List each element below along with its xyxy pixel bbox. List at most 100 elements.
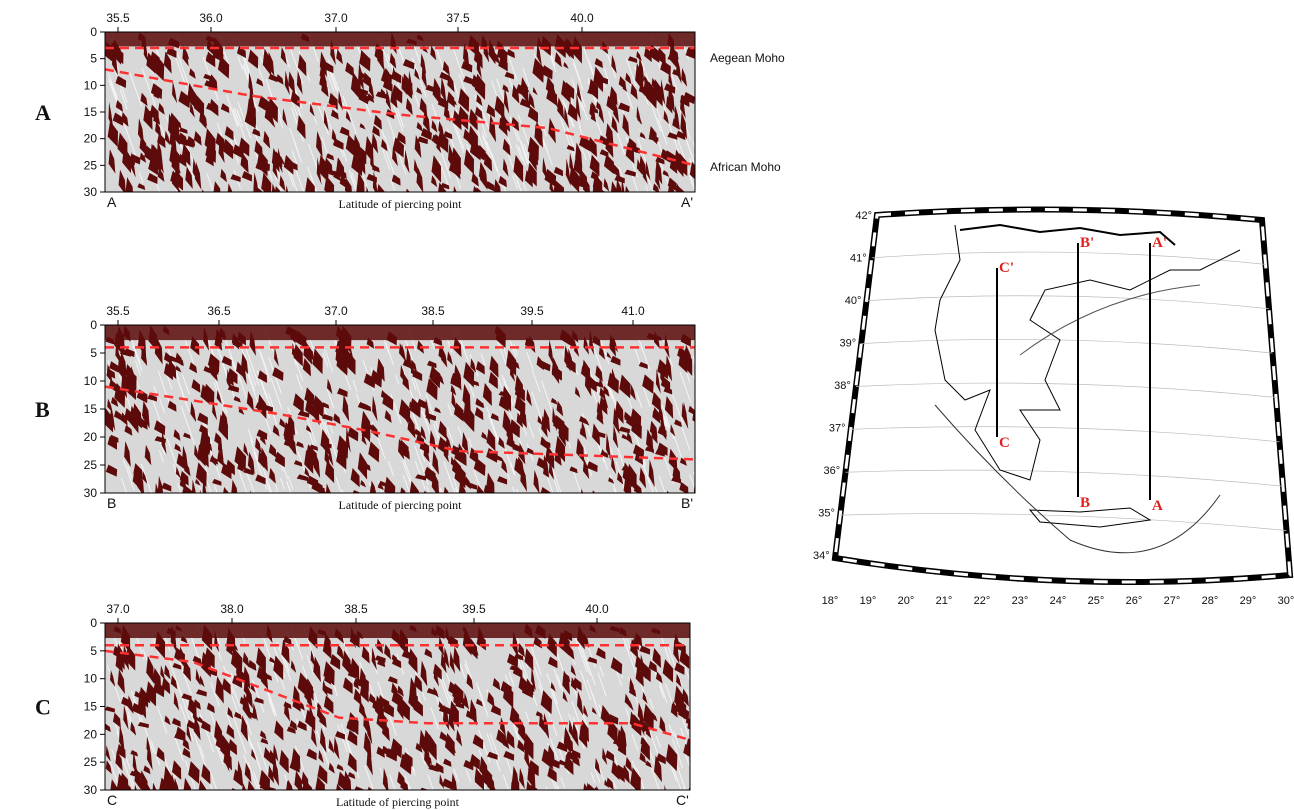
wiggle <box>440 182 450 190</box>
wiggle <box>182 747 191 759</box>
wiggle <box>171 717 181 727</box>
wiggle <box>347 426 359 442</box>
wiggle <box>405 98 413 116</box>
depth-label: 0 <box>90 318 97 332</box>
wiggle <box>426 378 438 401</box>
trace <box>342 95 357 135</box>
wiggle <box>639 752 647 764</box>
wiggle <box>523 732 534 760</box>
wiggle <box>526 447 535 455</box>
wiggle <box>474 769 485 790</box>
wiggle <box>502 138 511 156</box>
wiggle <box>246 391 254 412</box>
wiggle <box>293 344 303 367</box>
wiggle <box>628 699 634 711</box>
wiggle <box>107 121 118 148</box>
wiggle <box>230 174 241 182</box>
wiggle <box>267 97 278 123</box>
wiggle <box>145 681 157 707</box>
lon-tick: 25° <box>1088 595 1105 607</box>
end-label: B' <box>681 495 693 511</box>
wiggle <box>476 400 485 409</box>
wiggle <box>279 418 286 429</box>
trace <box>275 490 277 493</box>
wiggle <box>452 110 462 131</box>
wiggle <box>463 759 474 771</box>
wiggle <box>678 352 688 374</box>
profile-end: C' <box>999 260 1014 276</box>
wiggle <box>583 704 589 718</box>
wiggle <box>345 110 352 123</box>
trace <box>382 148 391 171</box>
wiggle <box>371 647 377 671</box>
wiggle <box>520 464 528 492</box>
depth-label: 10 <box>84 374 98 388</box>
wiggle <box>469 753 480 770</box>
wiggle <box>625 185 630 192</box>
wiggle <box>592 490 596 493</box>
trace <box>259 56 266 69</box>
trace <box>661 410 670 432</box>
wiggle <box>663 110 670 125</box>
wiggle <box>241 353 249 375</box>
lon-tick: 30° <box>1278 595 1294 607</box>
wiggle <box>182 445 189 469</box>
trace <box>508 671 515 687</box>
depth-label: 25 <box>84 755 98 769</box>
trace <box>265 79 277 108</box>
trace <box>286 481 292 493</box>
trace <box>689 473 695 491</box>
wiggle <box>144 444 152 466</box>
lon-tick: 28° <box>1202 595 1219 607</box>
wiggle <box>511 116 520 132</box>
trace <box>597 672 607 697</box>
lat-label: 40.0 <box>570 11 594 25</box>
profile-start: C <box>999 435 1010 451</box>
wiggle <box>611 760 620 780</box>
wiggle <box>663 386 673 395</box>
trace <box>267 692 278 717</box>
wiggle <box>167 359 177 380</box>
wiggle <box>502 409 511 438</box>
trace <box>382 486 386 493</box>
wiggle <box>112 712 121 728</box>
wiggle <box>518 675 529 696</box>
wiggle <box>296 441 304 449</box>
wiggle <box>342 394 350 422</box>
wiggle <box>256 647 266 674</box>
wiggle <box>175 466 181 479</box>
wiggle <box>244 762 252 783</box>
wiggle <box>651 391 661 412</box>
wiggle <box>598 345 606 360</box>
wiggle <box>248 711 256 720</box>
wiggle <box>125 376 137 400</box>
wiggle <box>463 149 474 175</box>
wiggle <box>563 82 575 100</box>
wiggle <box>536 492 537 493</box>
wiggle <box>677 153 688 177</box>
wiggle <box>167 113 175 142</box>
wiggle <box>595 365 603 382</box>
wiggle <box>408 648 418 674</box>
wiggle <box>197 444 206 467</box>
trace <box>684 753 690 769</box>
trace <box>256 181 261 192</box>
wiggle <box>630 767 641 790</box>
wiggle <box>130 151 136 178</box>
wiggle <box>453 402 464 422</box>
wiggle <box>514 457 523 478</box>
lat-label: 38.0 <box>220 602 244 616</box>
wiggle <box>644 46 652 63</box>
wiggle <box>381 139 388 152</box>
wiggle <box>323 685 333 696</box>
wiggle <box>399 753 412 775</box>
wiggle <box>320 441 332 449</box>
wiggle <box>592 423 601 447</box>
trace <box>592 391 598 403</box>
wiggle <box>347 730 358 746</box>
wiggle <box>351 154 363 176</box>
wiggle <box>654 755 662 783</box>
wiggle <box>565 158 571 187</box>
wiggle <box>268 749 277 768</box>
wiggle <box>209 456 219 465</box>
